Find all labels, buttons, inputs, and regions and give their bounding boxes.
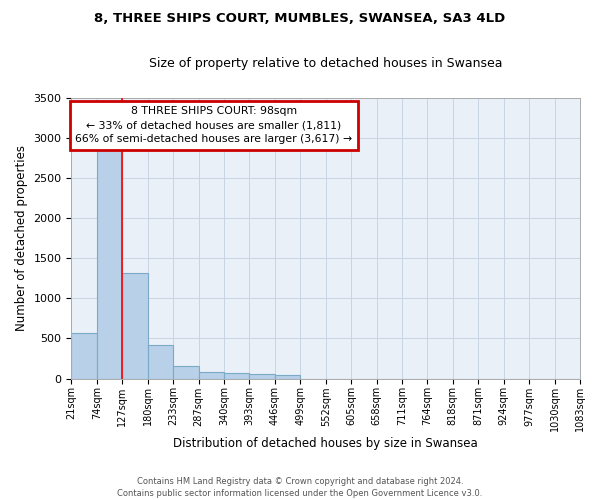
Text: 8 THREE SHIPS COURT: 98sqm
← 33% of detached houses are smaller (1,811)
66% of s: 8 THREE SHIPS COURT: 98sqm ← 33% of deta…	[75, 106, 352, 144]
Bar	[71, 333, 97, 378]
Text: Contains HM Land Registry data © Crown copyright and database right 2024.
Contai: Contains HM Land Registry data © Crown c…	[118, 476, 482, 498]
Bar	[97, 144, 122, 378]
Bar	[275, 375, 300, 378]
Bar	[199, 372, 224, 378]
Y-axis label: Number of detached properties: Number of detached properties	[15, 146, 28, 332]
Text: 8, THREE SHIPS COURT, MUMBLES, SWANSEA, SA3 4LD: 8, THREE SHIPS COURT, MUMBLES, SWANSEA, …	[94, 12, 506, 26]
Bar	[173, 366, 199, 378]
Title: Size of property relative to detached houses in Swansea: Size of property relative to detached ho…	[149, 58, 502, 70]
Bar	[250, 374, 275, 378]
X-axis label: Distribution of detached houses by size in Swansea: Distribution of detached houses by size …	[173, 437, 478, 450]
Bar	[148, 345, 173, 378]
Bar	[122, 273, 148, 378]
Bar	[224, 374, 250, 378]
